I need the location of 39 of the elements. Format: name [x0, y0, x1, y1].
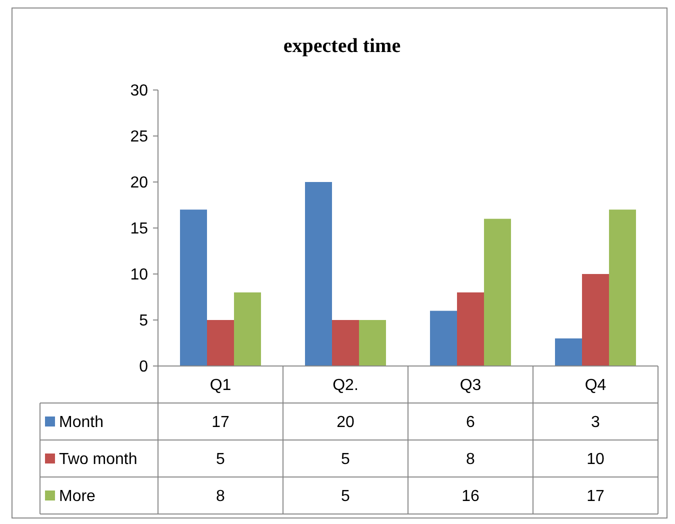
- data-label: 20: [336, 414, 354, 432]
- data-label: 8: [466, 451, 476, 468]
- y-tick-label: 15: [130, 220, 148, 238]
- legend-label: More: [59, 488, 96, 506]
- data-label: 10: [586, 451, 604, 468]
- bar: [207, 320, 234, 366]
- x-tick-label: Q3: [460, 377, 482, 394]
- y-tick-label: 25: [130, 128, 148, 146]
- data-label: 17: [586, 488, 604, 506]
- y-tick-label: 10: [130, 266, 148, 284]
- y-tick-label: 0: [139, 358, 148, 376]
- legend-label: Two month: [59, 451, 138, 468]
- x-tick-label: Q1: [210, 377, 232, 394]
- chart-title: expected time: [283, 35, 401, 57]
- bar: [609, 210, 636, 366]
- bar: [234, 292, 261, 366]
- bar: [430, 310, 457, 366]
- bar: [180, 210, 207, 366]
- data-label: 5: [341, 488, 350, 506]
- data-label: 8: [216, 488, 226, 506]
- y-tick-label: 30: [130, 82, 148, 100]
- data-label: 17: [212, 414, 230, 432]
- data-label: 3: [591, 414, 600, 432]
- bar: [484, 218, 511, 366]
- data-label: 16: [462, 488, 480, 506]
- y-tick-label: 5: [139, 312, 148, 330]
- bar: [457, 292, 484, 366]
- x-tick-label: Q4: [584, 377, 606, 394]
- bar: [359, 320, 386, 366]
- bar: [582, 274, 609, 366]
- bar: [555, 338, 582, 366]
- bar: [332, 320, 359, 366]
- data-label: 5: [341, 451, 350, 468]
- data-label: 5: [216, 451, 226, 468]
- data-label: 6: [466, 414, 476, 432]
- y-tick-label: 20: [130, 174, 148, 192]
- legend-label: Month: [59, 414, 104, 432]
- bar: [305, 182, 332, 366]
- x-tick-label: Q2.: [332, 377, 358, 394]
